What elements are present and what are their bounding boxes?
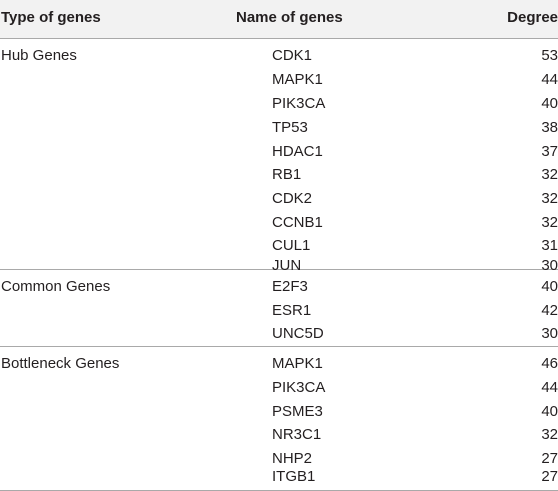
gene-degree: 40: [541, 403, 558, 420]
gene-name: CUL1: [272, 237, 311, 254]
gene-name: CDK2: [272, 190, 313, 207]
gene-degree: 37: [541, 143, 558, 160]
gene-name: CCNB1: [272, 214, 323, 231]
table-header-row: Type of genes Name of genes Degree: [0, 0, 558, 39]
table-row: PIK3CA 44: [0, 376, 558, 400]
gene-degree: 40: [541, 278, 558, 295]
gene-degree: 27: [541, 468, 558, 485]
table-row: JUN 30: [0, 244, 558, 274]
group-label: Bottleneck Genes: [1, 355, 120, 372]
table-row: CUL1 31: [0, 234, 558, 258]
gene-name: MAPK1: [272, 355, 323, 372]
table-row: MAPK1 44: [0, 68, 558, 92]
table-row: PSME3 40: [0, 400, 558, 424]
group-hub-genes: Hub Genes CDK1 53 MAPK1 44 PIK3CA 40 TP53 38…: [0, 39, 558, 274]
gene-degree: 27: [541, 450, 558, 467]
group-bottleneck-genes: Bottleneck Genes MAPK1 46 PIK3CA 44 PSME3 4…: [0, 347, 558, 491]
table-row: NHP2 27: [0, 447, 558, 471]
gene-degree: 32: [541, 214, 558, 231]
gene-degree: 44: [541, 379, 558, 396]
table-row: ESR1 42: [0, 299, 558, 323]
gene-name: E2F3: [272, 278, 308, 295]
gene-degree: 31: [541, 237, 558, 254]
gene-degree: 32: [541, 190, 558, 207]
table-row: RB1 32: [0, 163, 558, 187]
gene-name: JUN: [272, 257, 302, 274]
gene-degree: 32: [541, 166, 558, 183]
header-degree: Degree: [507, 9, 558, 26]
header-name-of-genes: Name of genes: [236, 9, 343, 26]
group-label: Hub Genes: [1, 47, 77, 64]
header-type-of-genes: Type of genes: [1, 9, 101, 26]
group-common-genes: Common Genes E2F3 40 ESR1 42 UNC5D 30: [0, 270, 558, 347]
gene-degree: 38: [541, 119, 558, 136]
gene-name: PIK3CA: [272, 379, 326, 396]
table-row: CDK1 53: [0, 44, 558, 68]
group-label: Common Genes: [1, 278, 111, 295]
table-row: TP53 38: [0, 116, 558, 140]
table-row: MAPK1 46: [0, 352, 558, 376]
table-row: CDK2 32: [0, 187, 558, 211]
gene-degree: 42: [541, 302, 558, 319]
gene-degree: 30: [541, 257, 558, 274]
table-row: NR3C1 32: [0, 423, 558, 447]
gene-name: NHP2: [272, 450, 313, 467]
gene-name: CDK1: [272, 47, 313, 64]
gene-name: PSME3: [272, 403, 323, 420]
table-row: CCNB1 32: [0, 211, 558, 235]
table-row: E2F3 40: [0, 275, 558, 299]
gene-name: RB1: [272, 166, 302, 183]
table-row: PIK3CA 40: [0, 92, 558, 116]
gene-degree: 53: [541, 47, 558, 64]
gene-name: MAPK1: [272, 71, 323, 88]
gene-name: NR3C1: [272, 426, 322, 443]
table-row: ITGB1 27: [0, 465, 558, 489]
gene-degree: 46: [541, 355, 558, 372]
gene-degree: 40: [541, 95, 558, 112]
gene-degree: 30: [541, 325, 558, 342]
gene-degree: 44: [541, 71, 558, 88]
gene-name: ITGB1: [272, 468, 316, 485]
gene-name: ESR1: [272, 302, 312, 319]
gene-name: TP53: [272, 119, 308, 136]
table-row: UNC5D 30: [0, 322, 558, 346]
gene-name: HDAC1: [272, 143, 323, 160]
gene-name: PIK3CA: [272, 95, 326, 112]
table-row: HDAC1 37: [0, 140, 558, 164]
gene-degree: 32: [541, 426, 558, 443]
gene-name: UNC5D: [272, 325, 324, 342]
